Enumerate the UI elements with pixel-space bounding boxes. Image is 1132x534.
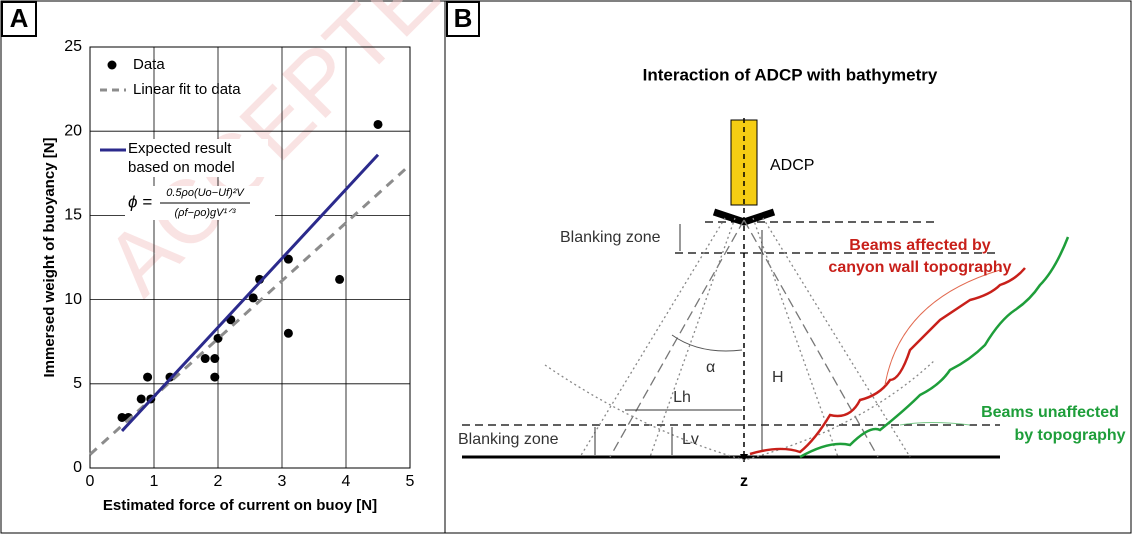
data-point bbox=[248, 293, 258, 303]
beam-edge bbox=[579, 217, 726, 458]
x-tick-label: 0 bbox=[86, 473, 95, 490]
annotation: canyon wall topography bbox=[828, 259, 1011, 276]
legend-label: Linear fit to data bbox=[133, 81, 241, 98]
annotation: by topography bbox=[1014, 427, 1125, 444]
data-point bbox=[283, 328, 293, 338]
formula-numerator: 0.5ρo(Uo−Uf)²V bbox=[166, 187, 245, 199]
x-tick-label: 3 bbox=[278, 473, 287, 490]
model-line bbox=[120, 153, 380, 432]
lh-label: Lh bbox=[673, 389, 691, 406]
red-profile bbox=[749, 267, 1026, 456]
y-tick-label: 20 bbox=[64, 122, 82, 139]
legend-marker bbox=[107, 60, 117, 70]
y-tick-label: 10 bbox=[64, 291, 82, 308]
x-axis-label: Estimated force of current on buoy [N] bbox=[103, 497, 377, 514]
annotation: Beams unaffected bbox=[981, 404, 1119, 421]
blanking-label: Blanking zone bbox=[458, 431, 559, 448]
y-tick-label: 25 bbox=[64, 38, 82, 55]
x-tick-label: 1 bbox=[150, 473, 159, 490]
beam-arc bbox=[544, 359, 936, 461]
legend-label: Expected result based on model bbox=[128, 139, 268, 177]
green-profile bbox=[799, 236, 1070, 459]
data-point bbox=[200, 354, 210, 364]
alpha-label: α bbox=[706, 359, 715, 376]
panel-label-box bbox=[1, 1, 37, 37]
data-point bbox=[373, 119, 383, 129]
data-point bbox=[210, 372, 220, 382]
data-point bbox=[335, 274, 345, 284]
adcp-label: ADCP bbox=[770, 157, 814, 174]
data-point bbox=[210, 354, 220, 364]
beam-edge bbox=[649, 217, 736, 458]
panel-label: A bbox=[10, 3, 29, 33]
h-label: H bbox=[772, 369, 784, 386]
data-point bbox=[136, 394, 146, 404]
panel-label: B bbox=[454, 3, 473, 33]
diagram-title: Interaction of ADCP with bathymetry bbox=[643, 65, 938, 84]
panel-label-box bbox=[446, 1, 480, 37]
formula-denominator: (ρf−ρo)gV¹ᐟ³ bbox=[175, 207, 236, 219]
legend-label: Data bbox=[133, 56, 165, 73]
angle-arc bbox=[671, 334, 743, 352]
annotation: Beams affected by bbox=[849, 237, 990, 254]
y-axis-label: Immersed weight of buoyancy [N] bbox=[41, 137, 58, 377]
data-point bbox=[143, 372, 153, 382]
lv-label: Lv bbox=[682, 431, 699, 448]
diagram: Interaction of ADCP with bathymetry ADCP… bbox=[458, 65, 1126, 490]
legend-text: Expected result based on model bbox=[128, 139, 268, 177]
data-point bbox=[117, 412, 127, 422]
beam-edge bbox=[762, 217, 911, 458]
blanking-label: Blanking zone bbox=[560, 229, 661, 246]
x-tick-label: 5 bbox=[406, 473, 415, 490]
beam-edge bbox=[752, 217, 839, 458]
pointer bbox=[884, 269, 1001, 386]
y-tick-label: 0 bbox=[73, 459, 82, 476]
y-tick-label: 15 bbox=[64, 207, 82, 224]
z-label: z bbox=[740, 473, 748, 490]
formula-lhs: ϕ = bbox=[128, 192, 152, 211]
x-tick-label: 4 bbox=[342, 473, 351, 490]
legend: Data Linear fit to data Expected result ba… bbox=[100, 56, 268, 177]
y-tick-label: 5 bbox=[73, 375, 82, 392]
pointer bbox=[899, 422, 971, 426]
data-point bbox=[283, 254, 293, 264]
x-tick-label: 2 bbox=[214, 473, 223, 490]
chart: 0 1 2 3 4 5 0 5 10 15 20 25 Estimated force of curre… bbox=[41, 38, 415, 514]
beam bbox=[743, 219, 879, 458]
